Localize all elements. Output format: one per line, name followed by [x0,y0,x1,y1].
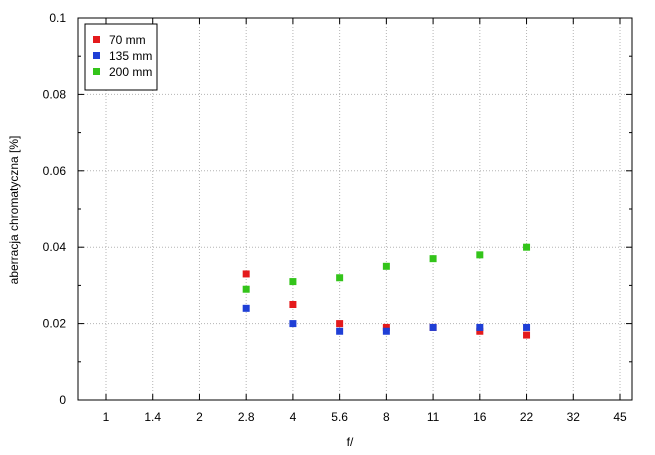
y-axis-label: aberracja chromatyczna [%] [7,136,21,285]
data-point [289,301,297,308]
legend-marker [93,52,100,59]
legend-marker [93,68,100,75]
data-point [476,327,484,335]
data-point [429,255,437,263]
data-point [476,251,484,259]
data-point [289,320,297,328]
x-tick-label: 16 [473,410,487,424]
data-point [289,278,297,286]
data-point [336,274,344,282]
data-point [336,327,344,335]
data-point [476,323,484,331]
x-axis-label: f/ [347,435,354,449]
data-point [242,270,250,278]
y-tick-label: 0.06 [43,164,67,178]
plot-area-frame [77,17,633,401]
data-point [523,243,531,251]
data-point [336,320,344,328]
grid-lines [78,18,632,400]
y-tick-label: 0.08 [43,87,67,101]
x-tick-label: 2.8 [238,410,255,424]
data-point [523,331,531,339]
x-tick-label: 8 [383,410,390,424]
legend-marker [93,36,100,43]
legend-entry-label: 70 mm [109,33,146,47]
y-tick-label: 0.02 [43,317,67,331]
y-tick-label: 0.1 [49,11,66,25]
data-point [242,304,250,312]
x-tick-label: 2 [196,410,203,424]
y-tick-label: 0.04 [43,240,67,254]
x-tick-label: 45 [613,410,627,424]
data-point [242,285,250,293]
data-point [429,323,437,331]
legend-entry-label: 135 mm [109,49,152,63]
x-tick-label: 32 [567,410,581,424]
x-tick-label: 1 [103,410,110,424]
data-point [523,323,531,331]
y-tick-label: 0 [59,393,66,407]
legend: 70 mm 135 mm 200 mm [84,23,158,91]
data-point [382,262,390,270]
data-points [242,243,531,339]
x-tick-label: 22 [520,410,534,424]
legend-entry-label: 200 mm [109,65,152,79]
x-tick-label: 4 [290,410,297,424]
x-tick-label: 1.4 [144,410,161,424]
data-point [382,323,390,331]
axis-ticks: 1 1.4 2 2.8 4 5.6 8 11 16 22 32 45 0 0.02 0.04 0.06 0.08… [43,11,632,424]
data-point [382,327,390,335]
x-tick-label: 5.6 [331,410,348,424]
x-tick-label: 11 [427,410,440,424]
